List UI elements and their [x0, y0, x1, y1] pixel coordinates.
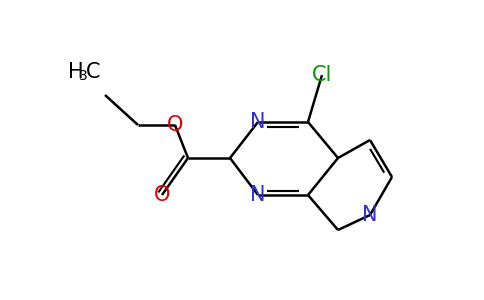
Text: N: N: [250, 112, 266, 132]
Text: H: H: [68, 62, 84, 82]
Text: C: C: [86, 62, 101, 82]
Text: O: O: [154, 185, 170, 205]
Text: O: O: [167, 115, 183, 135]
Text: Cl: Cl: [312, 65, 332, 85]
Text: 3: 3: [79, 69, 88, 83]
Text: N: N: [250, 185, 266, 205]
Text: N: N: [362, 205, 378, 225]
